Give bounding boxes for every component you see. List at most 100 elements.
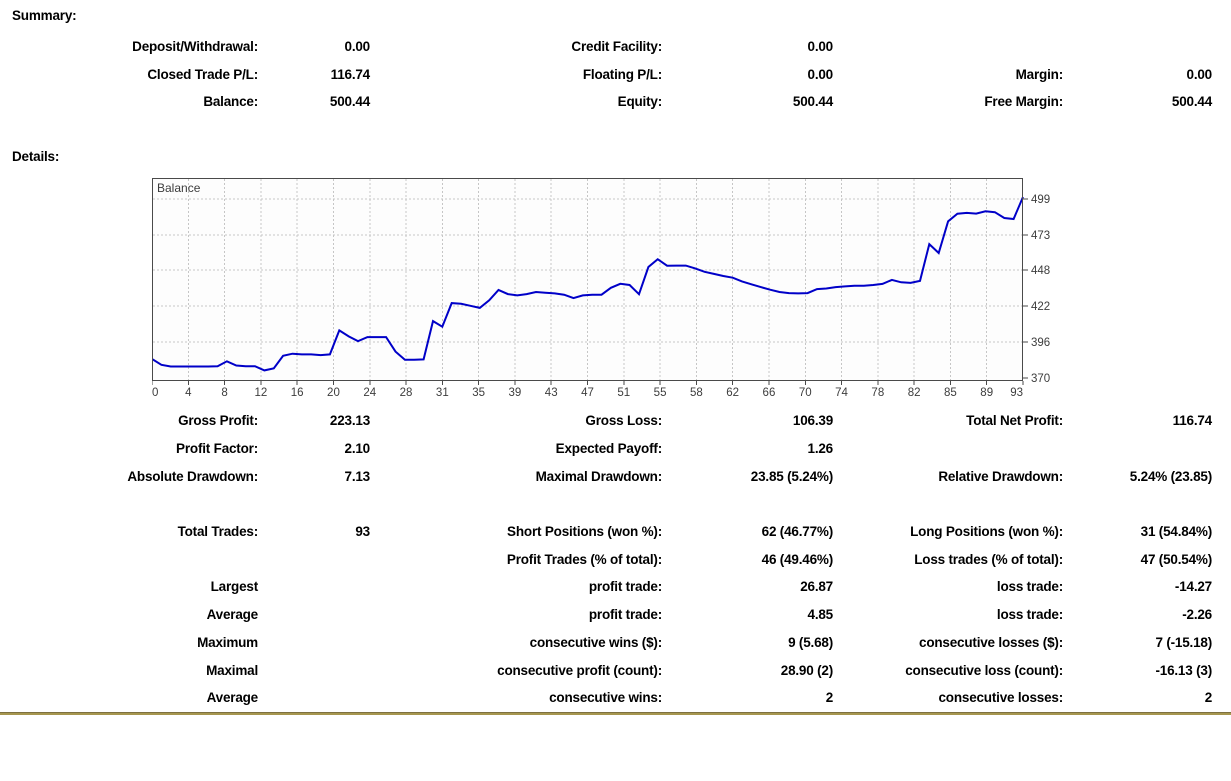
details-stat-value: 2 xyxy=(825,690,834,706)
details-stat-label: profit trade: xyxy=(588,607,662,623)
summary-stat-value: 0.00 xyxy=(344,39,371,55)
details-table: Gross Profit: 223.13 Gross Loss: 106.39 Tota… xyxy=(0,407,1212,712)
x-axis-label: 39 xyxy=(509,387,522,399)
details-stat-label: Gross Loss: xyxy=(585,413,662,429)
details-stat-value: 7 (-15.18) xyxy=(1155,634,1212,650)
details-stat-value xyxy=(258,545,370,573)
details-stat-label: Long Positions (won %): xyxy=(910,524,1063,540)
x-axis-label: 4 xyxy=(185,387,192,399)
details-stat-label xyxy=(833,490,1063,518)
details-stat-value: 2.10 xyxy=(344,441,371,457)
x-axis-label: 47 xyxy=(581,387,594,399)
details-heading: Details: xyxy=(12,149,60,164)
details-stat-value: 106.39 xyxy=(792,413,833,429)
details-stat-value: 31 (54.84%) xyxy=(1140,524,1213,540)
details-stat-value: 1.26 xyxy=(807,441,834,457)
x-axis-label: 35 xyxy=(472,387,485,399)
summary-stat-label: Free Margin: xyxy=(984,94,1063,110)
details-stat-value xyxy=(258,684,370,712)
details-stat-value xyxy=(1063,435,1212,463)
y-axis-label: 396 xyxy=(1031,337,1050,349)
details-stat-label: consecutive profit (count): xyxy=(497,662,662,678)
y-axis-label: 499 xyxy=(1031,194,1050,206)
summary-stat-label: Credit Facility: xyxy=(571,39,662,55)
x-axis-label: 74 xyxy=(835,387,848,399)
details-stat-value: 46 (49.46%) xyxy=(761,551,834,567)
details-stat-label: Largest xyxy=(210,579,259,595)
details-stat-value: 2 xyxy=(1204,690,1213,706)
details-stat-label: Average xyxy=(206,690,259,706)
details-stat-label xyxy=(370,490,662,518)
details-stat-label: Total Net Profit: xyxy=(966,413,1063,429)
details-stat-value: 28.90 (2) xyxy=(780,662,833,678)
x-axis-label: 70 xyxy=(799,387,812,399)
x-axis-label: 16 xyxy=(291,387,304,399)
details-stat-value xyxy=(258,490,370,518)
details-stat-value xyxy=(258,629,370,657)
x-axis-label: 55 xyxy=(654,387,667,399)
x-axis-label: 51 xyxy=(617,387,630,399)
summary-stat-value: 0.00 xyxy=(1186,66,1213,82)
summary-stat-label: Deposit/Withdrawal: xyxy=(132,39,258,55)
details-stat-label: consecutive wins ($): xyxy=(529,634,663,650)
x-axis-label: 58 xyxy=(690,387,703,399)
details-stat-label: Expected Payoff: xyxy=(555,441,663,457)
details-stat-value: 9 (5.68) xyxy=(788,634,833,650)
details-stat-value: 116.74 xyxy=(1172,413,1213,429)
summary-stat-value: 0.00 xyxy=(807,39,834,55)
details-stat-value: 62 (46.77%) xyxy=(761,524,834,540)
details-stat-label xyxy=(833,435,1063,463)
details-stat-label: Maximal Drawdown: xyxy=(535,468,663,484)
x-axis-label: 8 xyxy=(221,387,227,399)
details-stat-label: Profit Trades (% of total): xyxy=(506,551,662,567)
chart-border xyxy=(152,178,1023,381)
details-stat-value: -14.27 xyxy=(1174,579,1212,595)
details-stat-label: Average xyxy=(206,607,259,623)
details-stat-value xyxy=(258,601,370,629)
x-axis-label: 89 xyxy=(980,387,993,399)
bottom-separator xyxy=(0,712,1231,715)
details-stat-value: 23.85 (5.24%) xyxy=(750,468,833,484)
details-stat-label: profit trade: xyxy=(588,579,662,595)
summary-stat-label: Closed Trade P/L: xyxy=(147,66,258,82)
details-stat-value: 7.13 xyxy=(344,468,371,484)
details-stat-value: 47 (50.54%) xyxy=(1140,551,1213,567)
details-stat-label: loss trade: xyxy=(996,607,1063,623)
summary-stat-value: 500.44 xyxy=(1171,94,1212,110)
x-axis-label: 82 xyxy=(908,387,921,399)
summary-stat-label: Margin: xyxy=(1015,66,1064,82)
summary-stat-value: 0.00 xyxy=(807,66,834,82)
x-axis-label: 62 xyxy=(726,387,739,399)
details-stat-label xyxy=(0,545,258,573)
details-stat-label: Gross Profit: xyxy=(178,413,258,429)
details-stat-value xyxy=(1063,490,1212,518)
details-stat-label xyxy=(0,490,258,518)
summary-stat-value: 500.44 xyxy=(792,94,833,110)
y-axis-label: 422 xyxy=(1031,301,1050,313)
x-axis-label: 20 xyxy=(327,387,340,399)
x-axis-label: 31 xyxy=(436,387,449,399)
details-stat-label: Profit Factor: xyxy=(176,441,258,457)
details-stat-label: Total Trades: xyxy=(177,524,259,540)
details-stat-label: consecutive losses ($): xyxy=(919,634,1063,650)
balance-chart-svg: 0 4 8 12 16 20 24 28 31 35 39 43 47 51 55 58 62 66 70 74 78 8… xyxy=(151,178,1050,399)
chart-series-label: Balance xyxy=(157,181,201,195)
details-stat-value: -16.13 (3) xyxy=(1155,662,1212,678)
details-stat-label: Absolute Drawdown: xyxy=(127,468,258,484)
details-stat-label: Relative Drawdown: xyxy=(938,468,1063,484)
details-stat-label: Maximal xyxy=(206,662,258,678)
details-stat-label: Loss trades (% of total): xyxy=(914,551,1063,567)
details-stat-label: Short Positions (won %): xyxy=(507,524,662,540)
y-axis-label: 448 xyxy=(1031,265,1050,277)
summary-stat-label: Balance: xyxy=(203,94,258,110)
details-stat-value: 4.85 xyxy=(807,607,834,623)
x-axis-label: 66 xyxy=(763,387,776,399)
details-stat-value xyxy=(662,490,833,518)
details-stat-value: 93 xyxy=(355,524,370,540)
balance-line xyxy=(151,196,1024,372)
y-axis-label: 473 xyxy=(1031,230,1050,242)
details-stat-label: consecutive loss (count): xyxy=(905,662,1063,678)
x-axis-label: 0 xyxy=(152,387,158,399)
x-axis-label: 28 xyxy=(400,387,413,399)
